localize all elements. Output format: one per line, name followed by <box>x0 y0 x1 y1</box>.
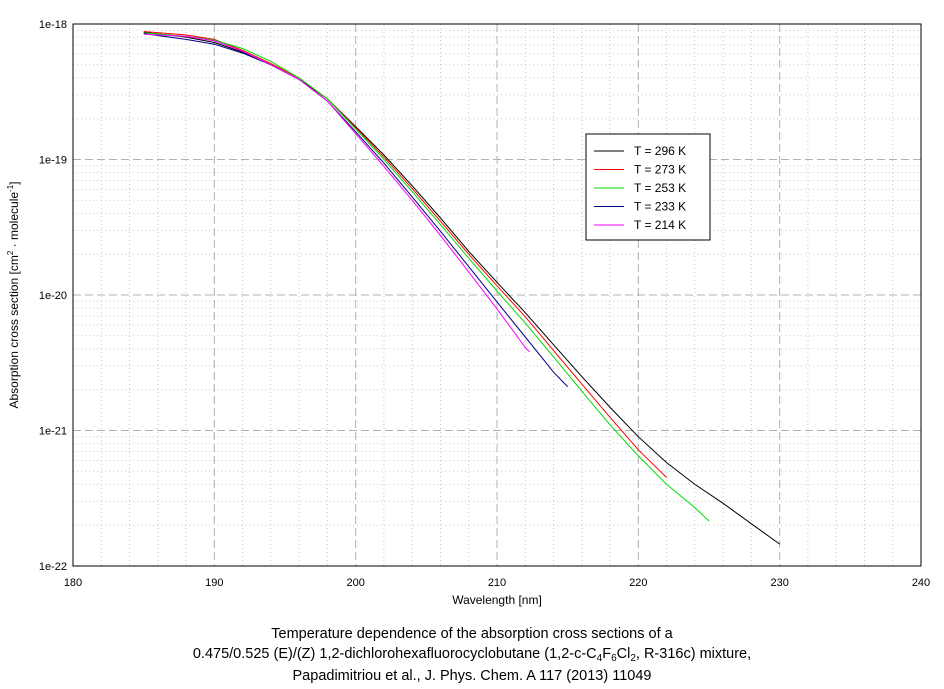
caption-sub-2: 6 <box>611 653 617 664</box>
legend: T = 296 K T = 273 K T = 253 K T = 233 K T = … <box>585 133 711 241</box>
plot-frame <box>72 23 922 567</box>
series-line-3 <box>143 32 710 522</box>
y-axis-label: Absorption cross section [cm2 · molecule… <box>6 181 21 408</box>
caption-line-2-d: , R-316c) mixture, <box>635 646 752 662</box>
y-tick-label: 1e-20 <box>39 290 67 302</box>
x-tick-label: 190 <box>205 577 223 589</box>
caption-line-2: 0.475/0.525 (E)/(Z) 1,2-dichlorohexafluo… <box>0 645 944 664</box>
series-line-5 <box>143 33 530 353</box>
y-tick-label: 1e-21 <box>39 426 67 438</box>
y-tick-label: 1e-18 <box>39 19 67 31</box>
x-axis-label: Wavelength [nm] <box>452 593 542 607</box>
x-tick-label: 240 <box>912 577 930 589</box>
y-axis-label-sup1: 2 <box>6 250 15 255</box>
caption-line-2-a: 0.475/0.525 (E)/(Z) 1,2-dichlorohexafluo… <box>192 646 597 662</box>
major-grid <box>73 24 921 566</box>
legend-label-2: T = 273 K <box>634 163 686 177</box>
legend-label-1: T = 296 K <box>634 144 686 158</box>
x-tick-label: 200 <box>346 577 364 589</box>
x-tick-label: 220 <box>629 577 647 589</box>
x-tick-label: 230 <box>770 577 788 589</box>
y-tick-label: 1e-19 <box>39 155 67 167</box>
y-axis-label-mid: · molecule <box>7 192 21 251</box>
legend-label-4: T = 233 K <box>634 200 686 214</box>
caption-line-2-b: F <box>602 646 612 662</box>
series-line-4 <box>143 33 569 388</box>
chart: 180 190 200 210 220 230 240 1e-221e-211e-201e-… <box>6 19 930 607</box>
series-layer <box>143 31 780 545</box>
legend-label-5: T = 214 K <box>634 218 686 232</box>
caption-line-1: Temperature dependence of the absorption… <box>271 626 673 642</box>
x-tick-labels: 180 190 200 210 220 230 240 <box>64 577 930 589</box>
y-axis-label-end: ] <box>7 181 21 184</box>
caption-sub-1: 4 <box>596 653 603 664</box>
x-tick-label: 210 <box>488 577 506 589</box>
legend-label-3: T = 253 K <box>634 181 686 195</box>
series-line-2 <box>143 31 667 478</box>
y-tick-label: 1e-22 <box>39 561 67 573</box>
caption-sub-3: 2 <box>630 653 636 664</box>
series-line-1 <box>143 31 780 545</box>
legend-box <box>585 133 711 241</box>
caption-line-2-c: Cl <box>616 646 631 662</box>
y-axis-label-sup2: -1 <box>6 184 15 192</box>
y-axis-label-text: Absorption cross section [cm <box>7 255 21 408</box>
caption-line-3: Papadimitriou et al., J. Phys. Chem. A 1… <box>292 668 652 684</box>
y-tick-labels: 1e-22 1e-21 1e-20 1e-19 1e-18 <box>39 19 67 573</box>
x-tick-label: 180 <box>64 577 82 589</box>
